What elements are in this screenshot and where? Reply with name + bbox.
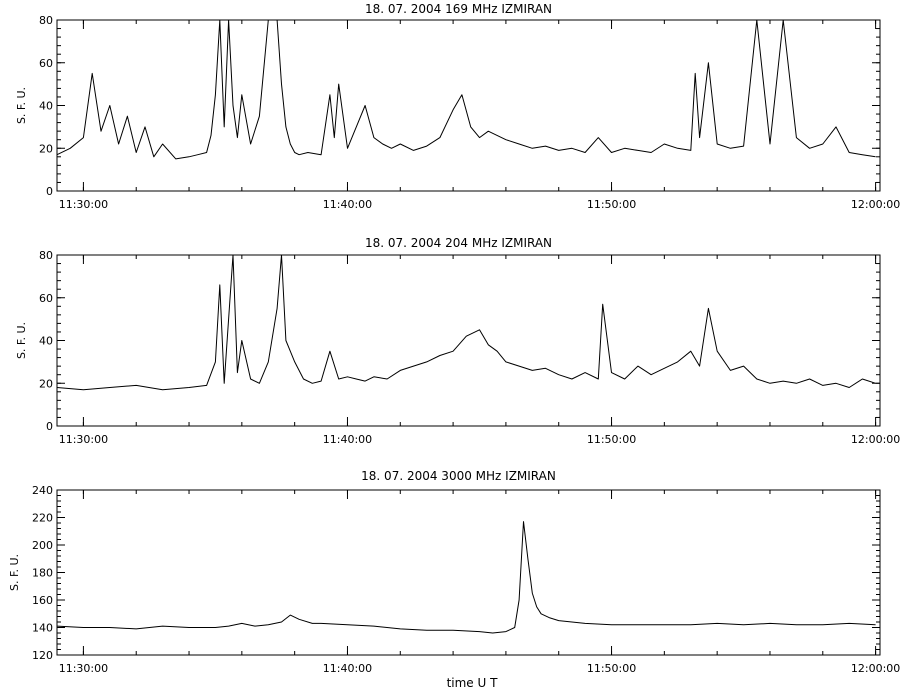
x-tick-label: 12:00:00 <box>851 662 900 675</box>
y-tick-label: 20 <box>39 377 53 390</box>
y-tick-label: 80 <box>39 14 53 27</box>
y-tick-label: 0 <box>46 185 53 198</box>
y-tick-label: 240 <box>32 484 53 497</box>
y-tick-label: 60 <box>39 292 53 305</box>
chart-title: 18. 07. 2004 169 MHz IZMIRAN <box>365 2 552 16</box>
x-tick-label: 12:00:00 <box>851 198 900 211</box>
y-tick-label: 0 <box>46 420 53 433</box>
x-tick-label: 11:50:00 <box>587 198 636 211</box>
y-tick-label: 160 <box>32 594 53 607</box>
y-tick-label: 200 <box>32 539 53 552</box>
x-tick-label: 11:30:00 <box>59 198 108 211</box>
chart-panel-3: 18. 07. 2004 3000 MHz IZMIRAN 120 140 160 18… <box>8 469 900 675</box>
y-tick-label: 120 <box>32 649 53 662</box>
y-tick-label: 40 <box>39 335 53 348</box>
x-tick-label: 11:40:00 <box>323 662 372 675</box>
chart-title: 18. 07. 2004 3000 MHz IZMIRAN <box>361 469 556 483</box>
y-axis-label: S. F. U. <box>15 322 28 359</box>
y-tick-label: 220 <box>32 512 53 525</box>
x-tick-label: 11:30:00 <box>59 662 108 675</box>
y-tick-label: 20 <box>39 142 53 155</box>
x-tick-label: 11:30:00 <box>59 433 108 446</box>
panels: 18. 07. 2004 169 MHz IZMIRAN 0 20 40 60 80 11:… <box>8 2 900 675</box>
y-tick-label: 40 <box>39 100 53 113</box>
x-tick-label: 12:00:00 <box>851 433 900 446</box>
chart-panel-1: 18. 07. 2004 169 MHz IZMIRAN 0 20 40 60 80 11:… <box>15 2 900 211</box>
x-tick-label: 11:40:00 <box>323 198 372 211</box>
x-tick-label: 11:50:00 <box>587 433 636 446</box>
chart-title: 18. 07. 2004 204 MHz IZMIRAN <box>365 236 552 250</box>
y-axis-label: S. F. U. <box>8 554 21 591</box>
series-line-1 <box>56 254 876 391</box>
y-tick-label: 140 <box>32 622 53 635</box>
y-tick-label: 80 <box>39 249 53 262</box>
y-tick-label: 180 <box>32 567 53 580</box>
series-line-1 <box>56 521 876 634</box>
x-axis-label: time U T <box>447 676 499 690</box>
x-tick-label: 11:40:00 <box>323 433 372 446</box>
chart-panel-2: 18. 07. 2004 204 MHz IZMIRAN 0 20 40 60 80 11:… <box>15 236 900 446</box>
y-tick-label: 60 <box>39 57 53 70</box>
series-line-1 <box>56 19 876 160</box>
x-tick-label: 11:50:00 <box>587 662 636 675</box>
y-axis-label: S. F. U. <box>15 87 28 124</box>
